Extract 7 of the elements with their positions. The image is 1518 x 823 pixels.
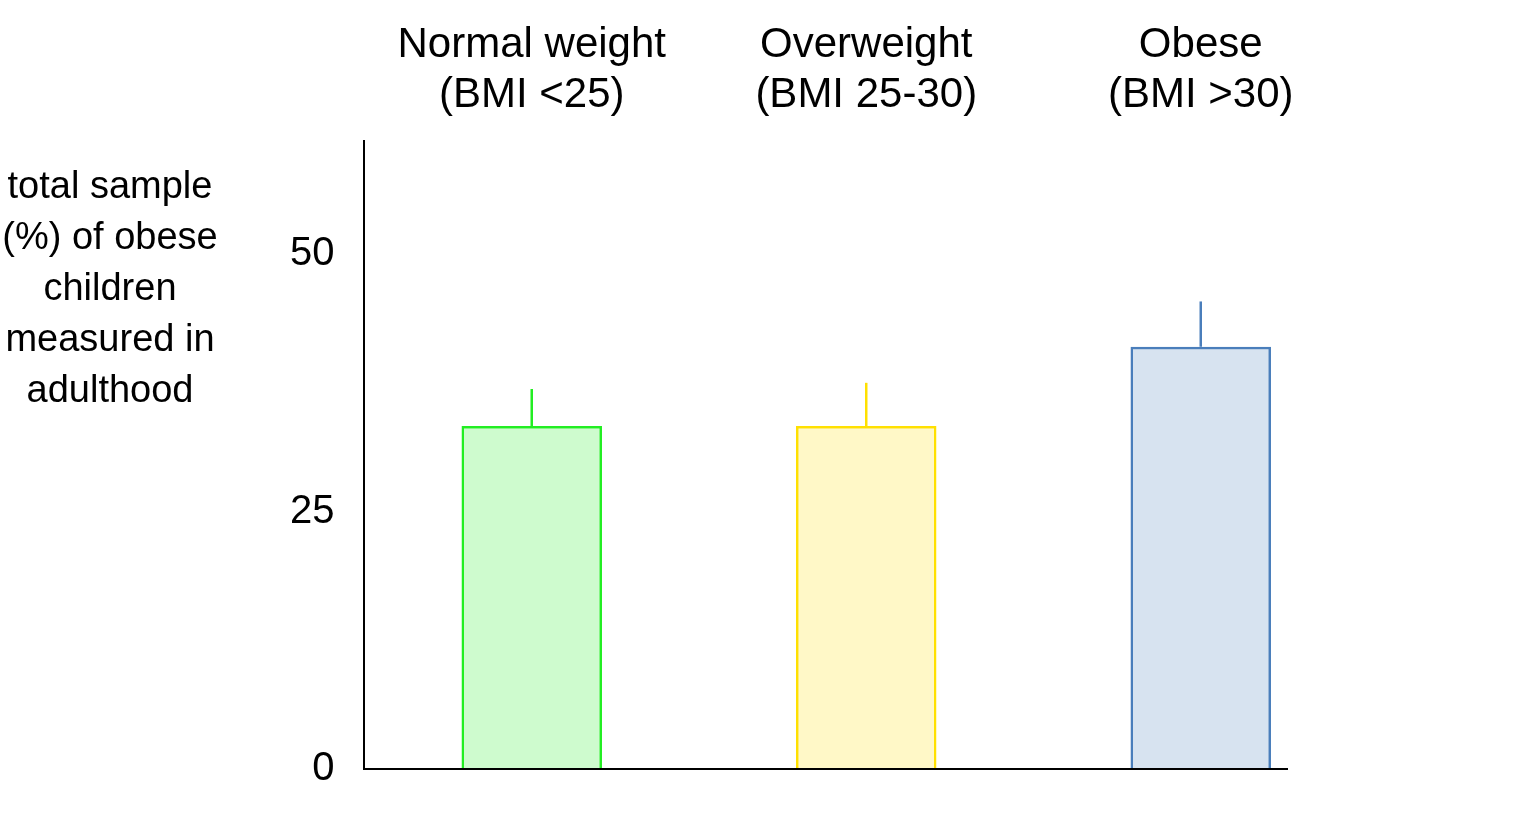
y-axis-title: total sample (%) of obese children measured in adulthood xyxy=(1,163,219,412)
x-tick-label: Overweight (BMI 25-30) xyxy=(755,18,978,117)
y-tick-label: 0 xyxy=(312,744,335,789)
y-tick-label: 50 xyxy=(289,229,335,274)
x-tick-label: Normal weight (BMI <25) xyxy=(397,18,667,117)
y-tick-label: 25 xyxy=(289,486,335,531)
x-tick-label: Obese (BMI >30) xyxy=(1107,18,1294,117)
